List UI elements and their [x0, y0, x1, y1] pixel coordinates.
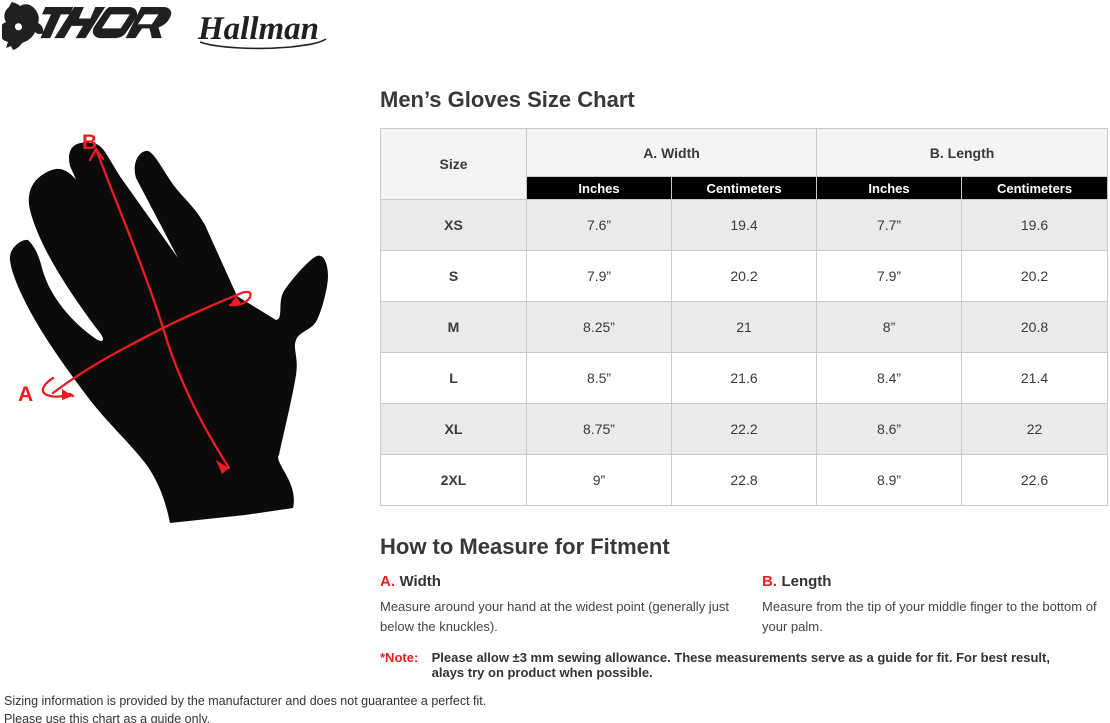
svg-text:B: B [82, 131, 97, 154]
svg-text:A: A [18, 383, 33, 406]
